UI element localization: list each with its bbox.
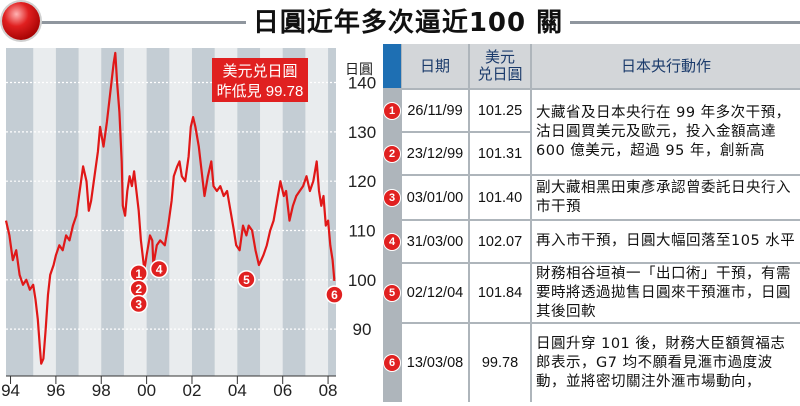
header-action: 日本央行動作: [532, 44, 800, 88]
y-axis: 140 130 120 110 100 90 日圓: [345, 61, 376, 339]
event-marker-label: 5: [243, 273, 250, 287]
row-action: 日圓升穿 101 後，財務大臣額賀福志郎表示，G7 均不願看見滙市過度波動，並將…: [532, 324, 800, 402]
x-axis: 94 96 98 00 02 04 06 08: [1, 375, 338, 400]
shaded-year-band: [328, 48, 336, 376]
shaded-years: [6, 48, 336, 376]
row-number: 5: [383, 264, 401, 322]
header-date: 日期: [402, 44, 468, 88]
shaded-year-band: [101, 48, 124, 376]
callout-line-2: 昨低見 99.78: [217, 83, 304, 100]
table-row: 3 03/01/00 101.40 副大藏相黑田東彥承認曾委託日央行入市干預: [383, 176, 800, 219]
row-action: 大藏省及日本央行在 99 年多次干預，沽日圓買美元及歐元，投入金額高達 600 …: [532, 90, 800, 174]
red-ball-logo-icon: [2, 2, 40, 40]
y-tick-label: 120: [348, 172, 376, 191]
gridlines: [6, 81, 336, 330]
y-axis-unit: 日圓: [345, 61, 373, 77]
title-box: 日圓近年多次逼近100 關: [246, 4, 570, 38]
event-marker-circle: [149, 259, 169, 279]
header-value: 美元 兑日圓: [470, 44, 530, 88]
row-action: 財務相谷垣禎一「出口術」干預，有需要時將透過拋售日圓來干預滙市，日圓其後回軟: [532, 264, 800, 322]
event-marker-circle: [237, 270, 256, 289]
row-date: 13/03/08: [402, 324, 468, 402]
y-tick-label: 100: [348, 271, 376, 290]
row-value: 99.78: [470, 324, 530, 402]
event-marker-label: 2: [135, 282, 142, 296]
x-tick-label: 96: [46, 381, 65, 400]
callout-background: [212, 58, 308, 102]
table-row: 1 26/11/99 101.25: [383, 90, 800, 131]
table-header: 日期 美元 兑日圓 日本央行動作: [383, 44, 800, 88]
shaded-year-band: [55, 48, 79, 376]
y-tick-label: 90: [353, 320, 372, 339]
y-tick-label: 110: [348, 221, 375, 240]
x-tick-label: 06: [273, 381, 292, 400]
row-value: 101.84: [470, 264, 530, 322]
x-tick-label: 00: [137, 381, 156, 400]
row-action: 副大藏相黑田東彥承認曾委託日央行入市干預: [532, 176, 800, 219]
shaded-year-band: [146, 48, 170, 376]
row-date: 23/12/99: [402, 133, 468, 174]
event-marker-label: 4: [156, 262, 163, 276]
header-number-cell: [383, 44, 401, 88]
intervention-table: 日期 美元 兑日圓 日本央行動作 1 26/11/99 101.25 2 23/…: [383, 44, 800, 402]
row-action: 再入市干預，日圓大幅回落至105 水平: [532, 221, 800, 262]
row-value: 102.07: [470, 221, 530, 262]
row-number: 2: [383, 133, 401, 174]
series-layer: [4, 51, 336, 365]
row-number: 6: [383, 324, 401, 402]
row-date: 31/03/00: [402, 221, 468, 262]
x-tick-label: 98: [92, 381, 111, 400]
shaded-year-band: [282, 48, 306, 376]
event-marker-label: 3: [135, 297, 142, 311]
row-date: 02/12/04: [402, 264, 468, 322]
row-number: 3: [383, 176, 401, 219]
table-row: 4 31/03/00 102.07 再入市干預，日圓大幅回落至105 水平: [383, 221, 800, 262]
shaded-year-band: [6, 48, 34, 376]
header-value-line-1: 美元: [484, 48, 515, 66]
table-row: 2 23/12/99 101.31: [383, 133, 800, 174]
row-value: 101.31: [470, 133, 530, 174]
row-value: 101.40: [470, 176, 530, 219]
event-marker-circle: [129, 294, 148, 314]
x-tick-label: 08: [319, 381, 338, 400]
row-date: 03/01/00: [402, 176, 468, 219]
event-markers: 123 4 5 6: [129, 259, 344, 314]
event-marker-circle: [325, 285, 344, 304]
table-row: 6 13/03/08 99.78 日圓升穿 101 後，財務大臣額賀福志郎表示，…: [383, 324, 800, 402]
header: 日圓近年多次逼近100 關: [0, 0, 800, 44]
row-number: 1: [383, 90, 401, 131]
callout-line-1: 美元兑日圓: [222, 63, 297, 80]
header-value-line-2: 兑日圓: [477, 65, 523, 83]
row-date: 26/11/99: [402, 90, 468, 131]
event-marker-label: 6: [331, 288, 338, 302]
row-number: 4: [383, 221, 401, 262]
usd-jpy-series-line: [4, 51, 336, 365]
usd-jpy-line-chart: 123 4 5 6 140 130 120 110 100 90 日圓 94 96 98 00 02 04 0…: [0, 44, 383, 402]
x-tick-label: 02: [183, 381, 202, 400]
table-row: 5 02/12/04 101.84 財務相谷垣禎一「出口術」干預，有需要時將透過…: [383, 264, 800, 322]
y-tick-label: 140: [348, 74, 376, 93]
event-marker-label: 1: [135, 267, 142, 281]
callout-box: 美元兑日圓 昨低見 99.78: [212, 58, 308, 102]
shaded-year-band: [191, 48, 215, 376]
merged-action-cell-row: 大藏省及日本央行在 99 年多次干預，沽日圓買美元及歐元，投入金額高達 600 …: [383, 90, 800, 174]
y-tick-label: 130: [348, 123, 376, 142]
x-tick-label: 04: [228, 381, 247, 400]
page-title: 日圓近年多次逼近100 關: [252, 7, 564, 38]
x-tick-label: 94: [1, 381, 20, 400]
shaded-year-band: [237, 48, 261, 376]
row-value: 101.25: [470, 90, 530, 131]
